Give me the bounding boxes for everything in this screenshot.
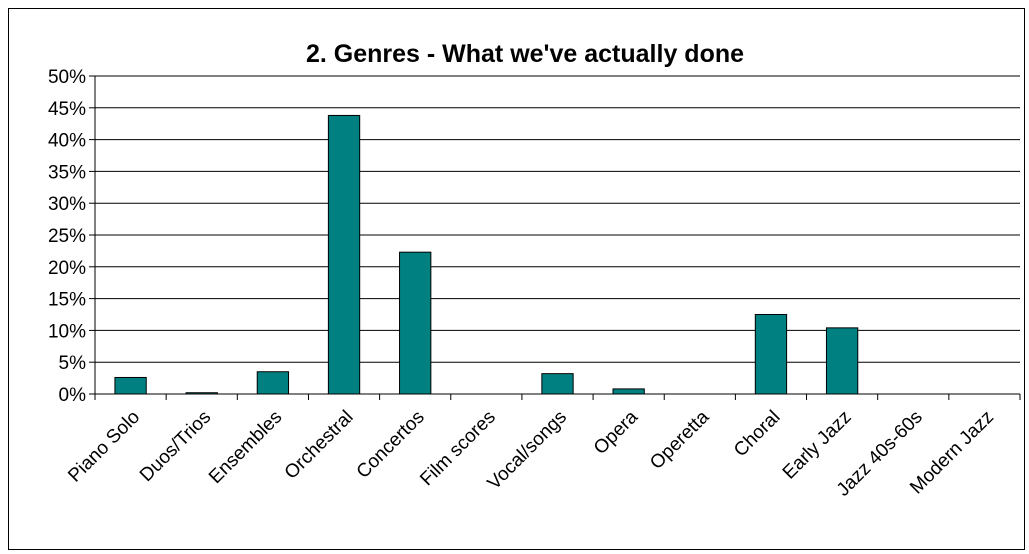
x-tick-label: Piano Solo	[64, 407, 144, 487]
y-tick-label: 25%	[48, 226, 86, 247]
axes	[89, 75, 1021, 400]
bar	[327, 114, 361, 395]
y-tick-label: 10%	[48, 321, 86, 342]
bar	[256, 371, 290, 395]
y-tick-label: 30%	[48, 194, 86, 215]
x-tick-label: Duos/Trios	[136, 407, 215, 486]
x-tick-labels: Piano SoloDuos/TriosEnsemblesOrchestralC…	[64, 406, 998, 500]
x-tick-label: Concertos	[353, 407, 429, 483]
y-tick-label: 20%	[48, 258, 86, 279]
bar	[825, 327, 859, 395]
y-tick-label: 40%	[48, 131, 86, 152]
x-tick-label: Operetta	[646, 406, 713, 473]
y-tick-label: 50%	[48, 67, 86, 88]
y-tick-label: 0%	[59, 385, 87, 406]
bar	[612, 388, 645, 395]
chart-frame	[8, 8, 1025, 550]
y-tick-label: 35%	[48, 162, 86, 183]
bar	[114, 376, 147, 395]
x-tick-label: Early Jazz	[779, 407, 856, 484]
x-tick-label: Ensembles	[205, 407, 286, 488]
y-tick-label: 15%	[48, 290, 86, 311]
x-tick-label: Orchestral	[281, 407, 358, 484]
x-tick-label: Opera	[590, 406, 642, 458]
bar	[541, 373, 574, 395]
gridlines	[95, 75, 1020, 363]
bar	[399, 251, 432, 395]
x-tick-label: Choral	[730, 407, 784, 461]
bars	[114, 114, 859, 395]
y-tick-label: 45%	[48, 99, 86, 120]
y-tick-labels: 0% 5% 10% 15% 20% 25% 30% 35% 40% 45% 50%	[48, 67, 86, 406]
y-tick-label: 5%	[59, 353, 87, 374]
bar	[754, 314, 788, 395]
chart-title: 2. Genres - What we've actually done	[306, 40, 744, 68]
